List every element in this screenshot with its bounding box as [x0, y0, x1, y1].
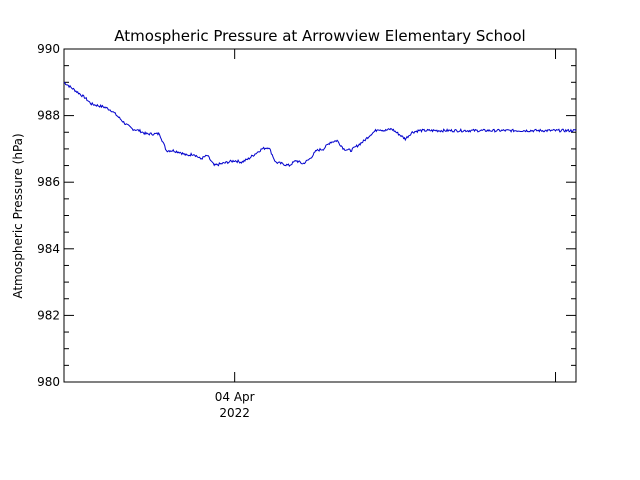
y-tick-label: 988 [37, 109, 60, 123]
pressure-series-line [63, 81, 577, 167]
y-tick-label: 982 [37, 308, 60, 322]
x-tick-label: 04 Apr [215, 390, 255, 404]
y-tick-label: 986 [37, 175, 60, 189]
chart-title: Atmospheric Pressure at Arrowview Elemen… [114, 27, 525, 45]
y-tick-label: 980 [37, 375, 60, 389]
y-tick-label: 984 [37, 242, 60, 256]
plot-frame [63, 48, 577, 383]
x-ticks: 04 Apr 2022 [215, 49, 557, 420]
y-axis-label: Atmospheric Pressure (hPa) [11, 133, 25, 298]
y-ticks: 980 982 984 986 988 990 [37, 42, 576, 389]
plot-axes [63, 48, 577, 383]
x-tick-sublabel: 2022 [219, 406, 250, 420]
y-tick-label: 990 [37, 42, 60, 56]
